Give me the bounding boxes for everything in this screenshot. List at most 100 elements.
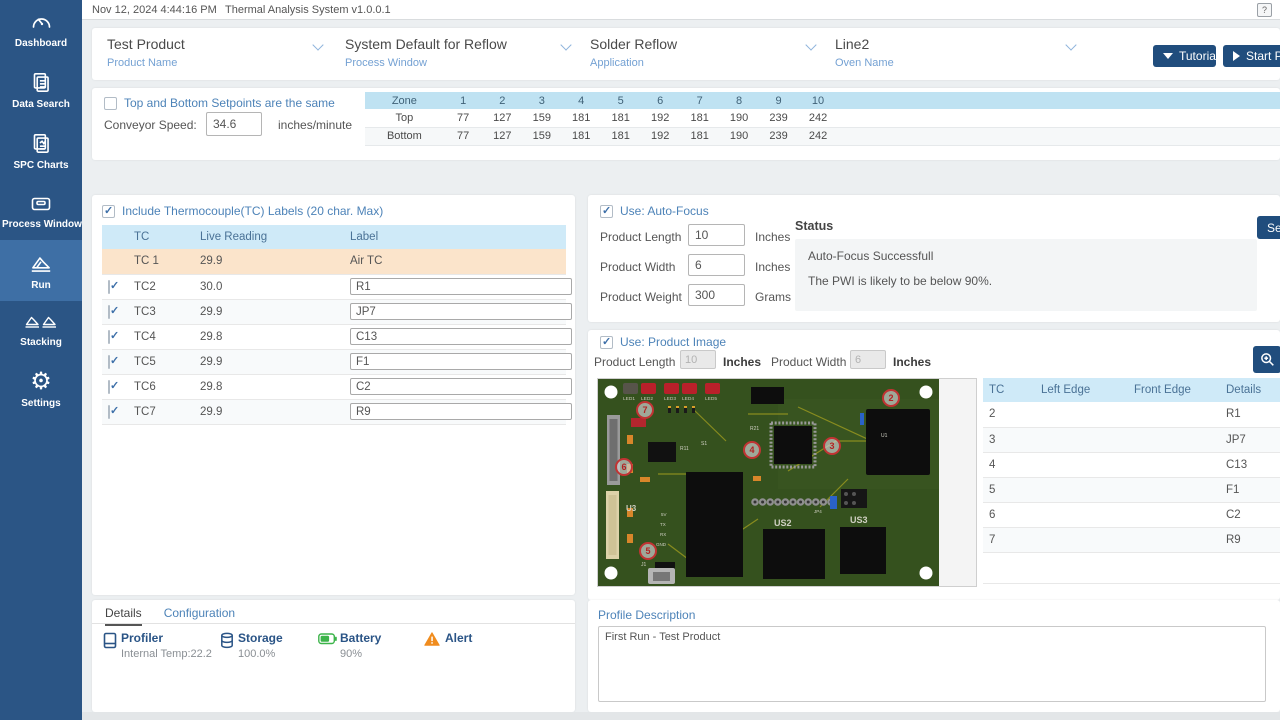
profile-description-textarea[interactable]: First Run - Test Product: [598, 626, 1266, 702]
checkbox-checked[interactable]: [600, 335, 613, 349]
status-title: Status: [795, 219, 834, 233]
zone-top-row: Top 77 127 159 181 181 192 181 190 239 2…: [365, 109, 1280, 128]
start-profile-button[interactable]: Start Pr: [1223, 45, 1280, 67]
conveyor-speed-unit: inches/minute: [278, 118, 353, 132]
tc-label-input[interactable]: [350, 403, 572, 420]
include-tc-labels-checkbox[interactable]: Include Thermocouple(TC) Labels (20 char…: [102, 204, 383, 218]
application-label: Application: [590, 57, 644, 69]
tc-row-checkbox[interactable]: [108, 354, 110, 369]
checkbox-checked[interactable]: [102, 204, 115, 218]
label-column-header: Label: [344, 225, 566, 249]
zone-number-cell: 7: [679, 92, 720, 109]
set-button[interactable]: Se: [1257, 216, 1280, 239]
edge-left-cell: [1035, 502, 1128, 528]
process-window-icon: [2, 192, 80, 216]
run-profiler-icon: [2, 251, 80, 277]
tc-checkbox-column: [102, 225, 128, 249]
product-length-input[interactable]: [688, 224, 745, 246]
zoom-in-button[interactable]: [1253, 346, 1280, 373]
product-name-dropdown[interactable]: Test Product Product Name: [107, 36, 324, 69]
product-weight-input[interactable]: [688, 284, 745, 306]
help-button[interactable]: ?: [1257, 3, 1272, 17]
tab-configuration[interactable]: Configuration: [163, 606, 236, 620]
sidebar-item-label: Dashboard: [14, 38, 68, 49]
pcb-label-jp4: JP4: [814, 509, 822, 514]
tc-label-input[interactable]: [350, 378, 572, 395]
tutorial-button[interactable]: Tutorial: [1153, 45, 1219, 67]
edge-tc-cell: 2: [983, 402, 1035, 428]
start-button-label: Start Pr: [1246, 49, 1280, 63]
edge-details-cell: C2: [1220, 502, 1280, 528]
tc-row-checkbox[interactable]: [108, 404, 110, 419]
pcb-label-j1: J1: [641, 562, 647, 568]
tc-marker-5[interactable]: 5: [639, 542, 657, 560]
magnifier-plus-icon: [1260, 353, 1274, 366]
sidebar-item-data-search[interactable]: Data Search: [0, 59, 82, 120]
image-product-length-unit: Inches: [723, 355, 762, 369]
tc-marker-7[interactable]: 7: [636, 401, 654, 419]
product-width-input[interactable]: [688, 254, 745, 276]
sidebar-item-dashboard[interactable]: Dashboard: [0, 0, 82, 59]
edge-row: 6 C2: [983, 502, 1280, 528]
battery-label: Battery: [340, 631, 382, 645]
tc-marker-3[interactable]: 3: [823, 437, 841, 455]
tc-label-input[interactable]: [350, 353, 572, 370]
tc-marker-4[interactable]: 4: [743, 441, 761, 459]
pcb-product-image[interactable]: LED1 LED2 LED3 LED4 LED5: [597, 378, 977, 587]
svg-text:LED3: LED3: [664, 396, 676, 402]
sidebar-item-run[interactable]: Run: [0, 240, 82, 301]
sidebar: Dashboard Data Search SPC Charts: [0, 0, 82, 720]
tc-label-input[interactable]: [350, 328, 572, 345]
use-product-image-checkbox[interactable]: Use: Product Image: [600, 335, 726, 349]
stacking-icon: [2, 312, 80, 334]
product-length-label: Product Length: [600, 230, 682, 244]
zone-header-cell: Zone: [365, 92, 444, 109]
tc-marker-6[interactable]: 6: [615, 458, 633, 476]
tc-label-input[interactable]: [350, 303, 572, 320]
bottom-setpoint-cell: 77: [443, 127, 483, 146]
application-dropdown[interactable]: Solder Reflow Application: [590, 36, 817, 69]
edge-details-cell: C13: [1220, 452, 1280, 478]
use-autofocus-checkbox[interactable]: Use: Auto-Focus: [600, 204, 709, 218]
edge-front-cell: [1128, 452, 1220, 478]
edge-row: 7 R9: [983, 527, 1280, 553]
edge-front-cell: [1128, 527, 1220, 553]
chart-documents-icon: [2, 131, 80, 157]
sidebar-item-label: Data Search: [12, 99, 70, 110]
tc-row-checkbox[interactable]: [108, 379, 110, 394]
top-setpoint-cell: 181: [561, 109, 601, 128]
tc-row-checkbox[interactable]: [108, 279, 110, 294]
pcb-label-us2: US2: [774, 518, 792, 528]
same-setpoints-checkbox[interactable]: Top and Bottom Setpoints are the same: [104, 96, 335, 110]
tc-row-checkbox[interactable]: [108, 329, 110, 344]
edge-row: 3 JP7: [983, 427, 1280, 453]
tc-label-input[interactable]: [350, 278, 572, 295]
product-name-value: Test Product: [107, 36, 185, 52]
sidebar-item-settings[interactable]: ⚙ Settings: [0, 358, 82, 419]
tc-name-cell: TC4: [128, 324, 194, 350]
zone-number-cell: 6: [640, 92, 680, 109]
top-setpoint-cell: 77: [443, 109, 483, 128]
zone-number-cell: 4: [561, 92, 601, 109]
include-tc-labels-text: Include Thermocouple(TC) Labels (20 char…: [122, 204, 384, 218]
storage-database-icon: [220, 632, 234, 654]
edge-tc-cell: 7: [983, 527, 1035, 553]
sidebar-item-stacking[interactable]: Stacking: [0, 301, 82, 358]
tc-row-checkbox[interactable]: [108, 304, 110, 319]
zone-number-cell: 1: [443, 92, 483, 109]
process-window-value: System Default for Reflow: [345, 36, 507, 52]
bottom-setpoint-cell: 239: [758, 127, 799, 146]
checkbox-checked[interactable]: [600, 204, 613, 218]
process-window-dropdown[interactable]: System Default for Reflow Process Window: [345, 36, 572, 69]
edge-row: 5 F1: [983, 477, 1280, 503]
checkbox-unchecked[interactable]: [104, 96, 117, 110]
conveyor-speed-input[interactable]: [206, 112, 262, 136]
top-row-filler: [837, 109, 1280, 128]
tab-details[interactable]: Details: [105, 606, 142, 626]
oven-name-dropdown[interactable]: Line2 Oven Name: [835, 36, 1077, 69]
sidebar-item-spc-charts[interactable]: SPC Charts: [0, 120, 82, 181]
top-setpoint-cell: 159: [522, 109, 562, 128]
tc-marker-2[interactable]: 2: [882, 389, 900, 407]
sidebar-item-process-window[interactable]: Process Window: [0, 181, 82, 240]
